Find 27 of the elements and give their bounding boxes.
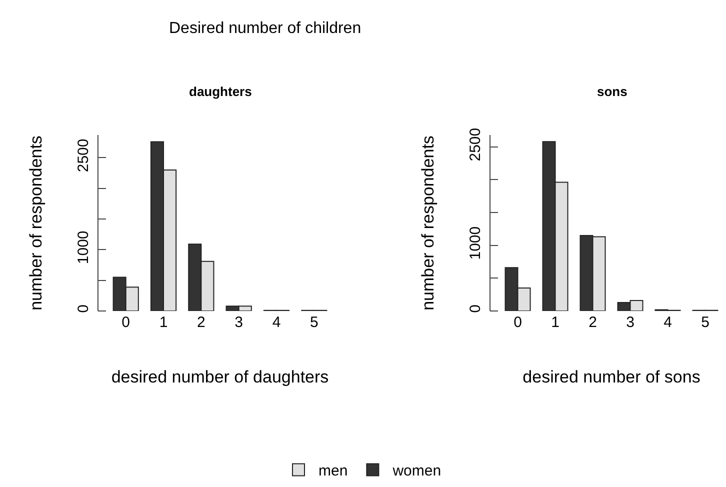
y-tick-label: 1000	[75, 230, 92, 264]
x-axis-title: desired number of sons	[522, 367, 700, 386]
x-tick-label: 1	[551, 314, 560, 331]
x-tick-label: 4	[664, 314, 672, 331]
x-tick-label: 4	[272, 314, 281, 331]
y-tick-label: 2500	[75, 138, 92, 172]
legend-label: women	[392, 462, 442, 480]
chart-title: daughters	[189, 84, 252, 99]
y-tick-label: 1000	[467, 226, 484, 260]
x-tick-label: 0	[122, 314, 130, 331]
chart-title: sons	[597, 84, 628, 99]
x-tick-label: 3	[626, 314, 634, 331]
text: Desired number of children	[169, 20, 362, 37]
x-tick-label: 5	[701, 314, 710, 331]
y-axis-title: number of respondents	[26, 136, 46, 310]
y-tick-label: 0	[75, 304, 92, 313]
y-tick-label: 2500	[467, 128, 484, 162]
y-tick-label: 0	[467, 304, 484, 313]
x-tick-label: 2	[197, 314, 206, 331]
x-tick-label: 0	[514, 314, 522, 331]
x-axis-title: desired number of daughters	[111, 367, 329, 386]
legend-label: men	[318, 462, 348, 480]
x-tick-label: 2	[588, 314, 597, 331]
x-tick-label: 5	[310, 314, 318, 331]
x-tick-label: 1	[159, 314, 168, 331]
x-tick-label: 3	[234, 314, 243, 331]
y-axis-title: number of respondents	[418, 136, 438, 310]
